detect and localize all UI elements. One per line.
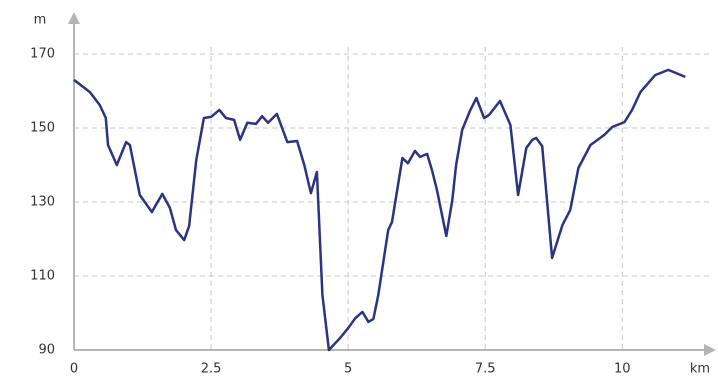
x-tick-label: 7.5 (475, 362, 496, 376)
y-axis-arrow (68, 12, 80, 24)
x-tick-label: 10 (614, 362, 631, 376)
y-tick-label: 130 (30, 195, 55, 210)
y-tick-label: 110 (30, 269, 55, 284)
x-tick-label: 2.5 (201, 362, 222, 376)
y-tick-label: 150 (30, 121, 55, 136)
x-tick-label: 5 (344, 362, 352, 376)
x-axis-arrow (704, 344, 716, 356)
y-tick-label: 170 (30, 47, 55, 62)
y-tick-label: 90 (38, 343, 55, 358)
x-tick-label: 0 (70, 362, 78, 376)
y-axis-label: m (34, 13, 47, 28)
x-axis-label: km (690, 362, 710, 376)
elevation-line (73, 68, 686, 352)
